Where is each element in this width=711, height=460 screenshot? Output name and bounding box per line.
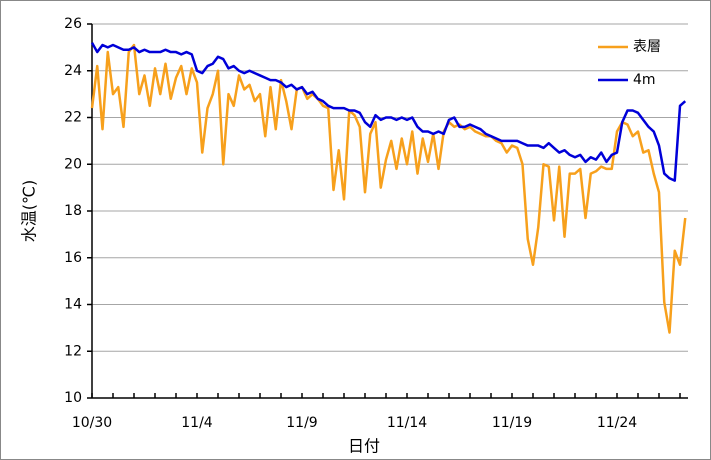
y-tick-label: 14 (64, 297, 82, 313)
x-tick-label: 11/4 (181, 415, 213, 431)
x-tick-label: 10/30 (72, 415, 112, 431)
y-tick-label: 22 (64, 110, 82, 126)
series-line (90, 43, 687, 334)
series-line (90, 42, 687, 182)
y-tick-label: 12 (64, 343, 82, 359)
y-tick-label: 10 (64, 390, 82, 406)
legend-label: 4m (633, 72, 656, 88)
y-tick-label: 24 (64, 63, 82, 79)
legend-label: 表層 (633, 39, 661, 55)
x-tick-label: 11/9 (286, 415, 317, 431)
y-tick-label: 16 (64, 250, 82, 266)
x-axis-title: 日付 (348, 437, 380, 456)
x-tick-label: 11/14 (387, 415, 427, 431)
y-tick-label: 20 (64, 156, 82, 172)
y-tick-label: 18 (64, 203, 82, 219)
x-tick-label: 11/19 (492, 415, 532, 431)
y-tick-label: 26 (64, 16, 82, 32)
y-axis-title: 水温(℃) (20, 180, 39, 242)
x-tick-label: 11/24 (597, 415, 637, 431)
